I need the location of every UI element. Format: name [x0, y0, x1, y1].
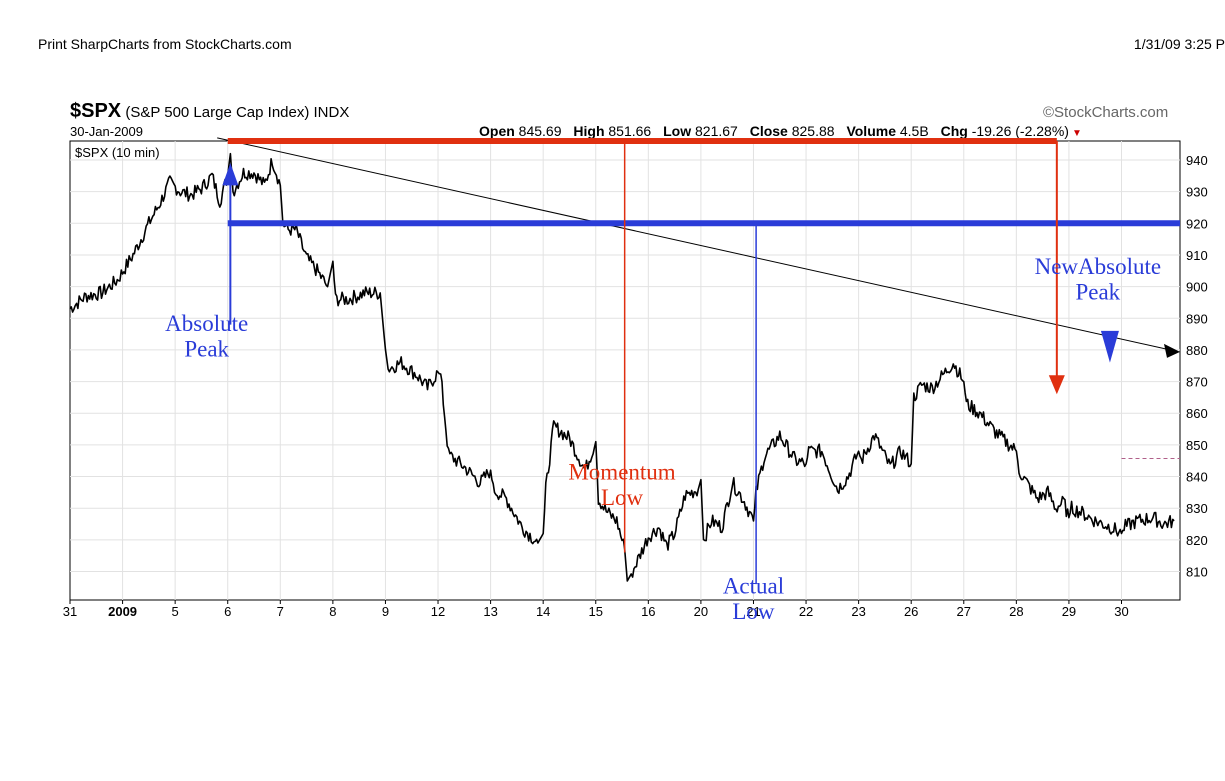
x-tick-label: 21 — [746, 604, 760, 619]
y-tick-label: 940 — [1186, 153, 1208, 168]
trend-line — [217, 137, 1171, 351]
chart-exchange: INDX — [313, 104, 350, 121]
y-tick-label: 930 — [1186, 185, 1208, 200]
y-tick-label: 900 — [1186, 280, 1208, 295]
annotation-label-line1: Actual — [723, 574, 784, 599]
annotation-label-line1: Momentum — [568, 460, 675, 485]
panel-label: $SPX (10 min) — [75, 145, 160, 160]
y-tick-label: 870 — [1186, 375, 1208, 390]
axis-ticks: 8108208308408508608708808909009109209309… — [63, 153, 1208, 619]
x-tick-label: 23 — [851, 604, 865, 619]
x-tick-label: 30 — [1114, 604, 1128, 619]
low-label: Low — [663, 123, 692, 139]
x-tick-label: 2009 — [108, 604, 137, 619]
chg-value: -19.26 (-2.28%) — [971, 123, 1069, 139]
annotation-label-line2: Peak — [1075, 279, 1120, 304]
x-tick-label: 7 — [277, 604, 284, 619]
blue-arrow-up-icon — [222, 163, 239, 186]
annotation-label-line1: NewAbsolute — [1035, 254, 1161, 279]
annotation-label-line2: Peak — [184, 336, 229, 361]
x-tick-label: 28 — [1009, 604, 1023, 619]
chart-symbol: $SPX — [70, 100, 122, 122]
y-tick-label: 910 — [1186, 248, 1208, 263]
annotation-label-line1: Absolute — [165, 311, 248, 336]
x-tick-label: 5 — [172, 604, 179, 619]
x-tick-label: 27 — [957, 604, 971, 619]
x-tick-label: 31 — [63, 604, 77, 619]
y-tick-label: 850 — [1186, 438, 1208, 453]
close-label: Close — [749, 123, 788, 139]
x-tick-label: 8 — [329, 604, 336, 619]
high-label: High — [573, 123, 605, 139]
high-value: 851.66 — [608, 123, 652, 139]
chart-date: 30-Jan-2009 — [70, 124, 143, 139]
x-tick-label: 9 — [382, 604, 389, 619]
y-tick-label: 840 — [1186, 470, 1208, 485]
close-value: 825.88 — [791, 123, 835, 139]
y-tick-label: 880 — [1186, 343, 1208, 358]
print-header-title: Print SharpCharts from StockCharts.com — [38, 36, 292, 52]
x-tick-label: 22 — [799, 604, 813, 619]
blue-arrow-down-icon — [1100, 330, 1119, 363]
annotation-label-line2: Low — [732, 599, 775, 624]
volume-label: Volume — [846, 123, 896, 139]
volume-value: 4.5B — [899, 123, 929, 139]
x-tick-label: 20 — [694, 604, 708, 619]
y-tick-label: 920 — [1186, 216, 1208, 231]
trend-arrow-head — [1164, 343, 1180, 358]
y-tick-label: 820 — [1186, 533, 1208, 548]
low-value: 821.67 — [695, 123, 738, 139]
chart-title: $SPX (S&P 500 Large Cap Index) INDX — [70, 100, 349, 123]
y-tick-label: 830 — [1186, 501, 1208, 516]
x-tick-label: 6 — [224, 604, 231, 619]
x-tick-label: 26 — [904, 604, 918, 619]
open-value: 845.69 — [518, 123, 562, 139]
y-tick-label: 860 — [1186, 406, 1208, 421]
x-tick-label: 15 — [589, 604, 603, 619]
y-tick-label: 890 — [1186, 311, 1208, 326]
chart-credit: ©StockCharts.com — [1043, 104, 1169, 121]
x-tick-label: 14 — [536, 604, 550, 619]
chart-description: (S&P 500 Large Cap Index) — [125, 104, 310, 121]
down-triangle-icon: ▼ — [1071, 128, 1082, 139]
chg-label: Chg — [940, 123, 968, 139]
print-header-date: 1/31/09 3:25 P — [1133, 36, 1225, 52]
red-arrow-down-icon — [1048, 375, 1065, 395]
price-series-line — [69, 152, 1175, 582]
ohlc-bar: Open 845.69 High 851.66 Low 821.67 Close… — [479, 123, 1082, 139]
x-tick-label: 12 — [431, 604, 445, 619]
x-tick-label: 16 — [641, 604, 655, 619]
x-tick-label: 13 — [483, 604, 497, 619]
x-tick-label: 29 — [1062, 604, 1076, 619]
y-tick-label: 810 — [1186, 565, 1208, 580]
annotation-label-line2: Low — [601, 485, 644, 510]
chart-annotations: AbsolutePeakMomentumLowActualLowNewAbsol… — [165, 254, 1161, 624]
open-label: Open — [479, 123, 515, 139]
